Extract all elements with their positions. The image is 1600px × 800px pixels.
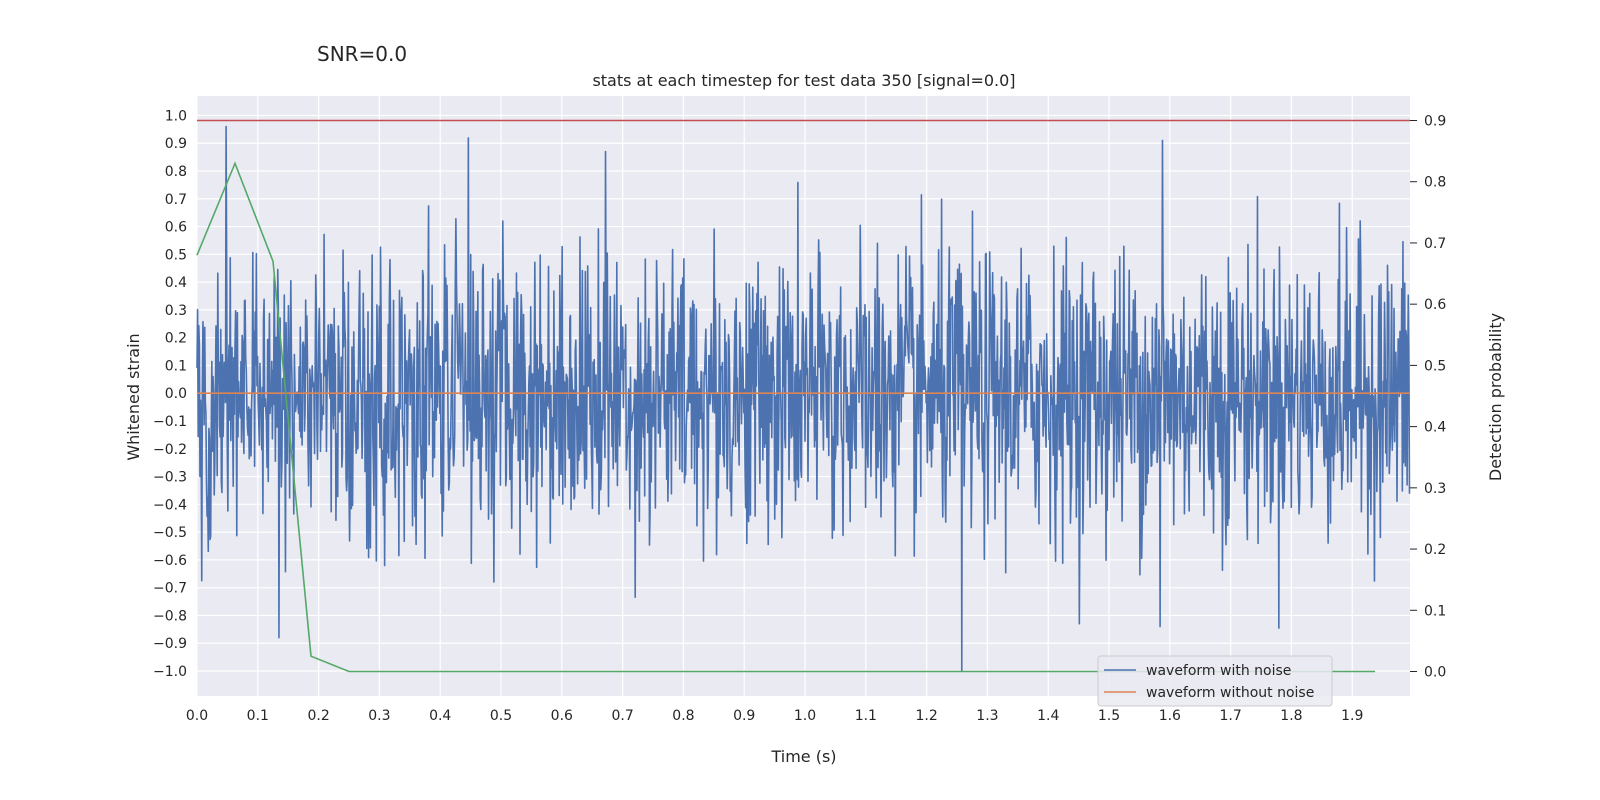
y-tick-label: 0.6 bbox=[165, 220, 187, 236]
y-tick-label: 0.3 bbox=[165, 303, 187, 319]
y-tick-label: −0.4 bbox=[153, 497, 187, 513]
chart-title: stats at each timestep for test data 350… bbox=[592, 71, 1015, 90]
y-tick-label: 0.2 bbox=[165, 331, 187, 347]
x-tick-label: 1.1 bbox=[855, 708, 877, 724]
y-tick-label: −1.0 bbox=[153, 664, 187, 680]
legend-box bbox=[1097, 655, 1333, 707]
x-tick-label: 1.9 bbox=[1341, 708, 1363, 724]
y-tick-label: −0.1 bbox=[153, 414, 187, 430]
x-tick-label: 0.4 bbox=[429, 708, 451, 724]
y-axis-label-right: Detection probability bbox=[1486, 313, 1505, 481]
y-right-tick-label: 0.4 bbox=[1424, 420, 1446, 436]
x-tick-label: 0.6 bbox=[551, 708, 573, 724]
y-axis-label-left: Whitened strain bbox=[124, 333, 143, 460]
x-tick-label: 1.6 bbox=[1159, 708, 1181, 724]
y-tick-label: 0.7 bbox=[165, 192, 187, 208]
x-tick-label: 1.7 bbox=[1220, 708, 1242, 724]
x-tick-label: 0.3 bbox=[368, 708, 390, 724]
x-tick-label: 1.2 bbox=[915, 708, 937, 724]
legend: waveform with noise waveform without nois… bbox=[1097, 655, 1333, 707]
y-tick-label: 0.1 bbox=[165, 358, 187, 374]
y-tick-label: 1.0 bbox=[165, 108, 187, 124]
y-tick-label: 0.8 bbox=[165, 164, 187, 180]
y-tick-label: −0.9 bbox=[153, 636, 187, 652]
y-right-tick-label: 0.0 bbox=[1424, 665, 1446, 681]
y-tick-label: 0.0 bbox=[165, 386, 187, 402]
y-right-tick-label: 0.8 bbox=[1424, 175, 1446, 191]
y-tick-label: −0.7 bbox=[153, 581, 187, 597]
y-right-tick-label: 0.5 bbox=[1424, 358, 1446, 374]
x-tick-label: 1.4 bbox=[1037, 708, 1059, 724]
y-right-tick-label: 0.1 bbox=[1424, 603, 1446, 619]
series-layer bbox=[196, 119, 1411, 673]
y-tick-label: 0.5 bbox=[165, 247, 187, 263]
x-axis-label: Time (s) bbox=[770, 747, 836, 766]
ticks: 0.0 0.1 0.2 0.3 0.4 0.5 0.6 0.7 0.8 0.9 1.0 1.1 1.2 1… bbox=[153, 108, 1446, 724]
y-tick-label: −0.5 bbox=[153, 525, 187, 541]
x-tick-label: 1.5 bbox=[1098, 708, 1120, 724]
x-tick-label: 0.2 bbox=[307, 708, 329, 724]
x-tick-label: 1.3 bbox=[976, 708, 998, 724]
x-tick-label: 1.8 bbox=[1280, 708, 1302, 724]
x-tick-label: 0.0 bbox=[186, 708, 208, 724]
series-detection-probability bbox=[196, 161, 1376, 673]
y-tick-label: −0.2 bbox=[153, 442, 187, 458]
x-tick-label: 0.9 bbox=[733, 708, 755, 724]
series-waveform-with-noise bbox=[196, 125, 1411, 672]
y-right-tick-label: 0.9 bbox=[1424, 113, 1446, 129]
y-tick-label: −0.3 bbox=[153, 470, 187, 486]
y-right-tick-label: 0.2 bbox=[1424, 542, 1446, 558]
x-tick-label: 0.1 bbox=[247, 708, 269, 724]
y-tick-label: −0.6 bbox=[153, 553, 187, 569]
x-tick-label: 1.0 bbox=[794, 708, 816, 724]
y-right-tick-label: 0.3 bbox=[1424, 481, 1446, 497]
y-tick-label: −0.8 bbox=[153, 608, 187, 624]
x-tick-label: 0.8 bbox=[672, 708, 694, 724]
suptitle: SNR=0.0 bbox=[317, 42, 407, 66]
y-tick-label: 0.4 bbox=[165, 275, 187, 291]
y-right-tick-label: 0.7 bbox=[1424, 236, 1446, 252]
legend-label: waveform without noise bbox=[1146, 685, 1314, 701]
x-tick-label: 0.7 bbox=[611, 708, 633, 724]
y-right-tick-label: 0.6 bbox=[1424, 297, 1446, 313]
legend-label: waveform with noise bbox=[1146, 663, 1291, 679]
x-tick-label: 0.5 bbox=[490, 708, 512, 724]
y-tick-label: 0.9 bbox=[165, 136, 187, 152]
